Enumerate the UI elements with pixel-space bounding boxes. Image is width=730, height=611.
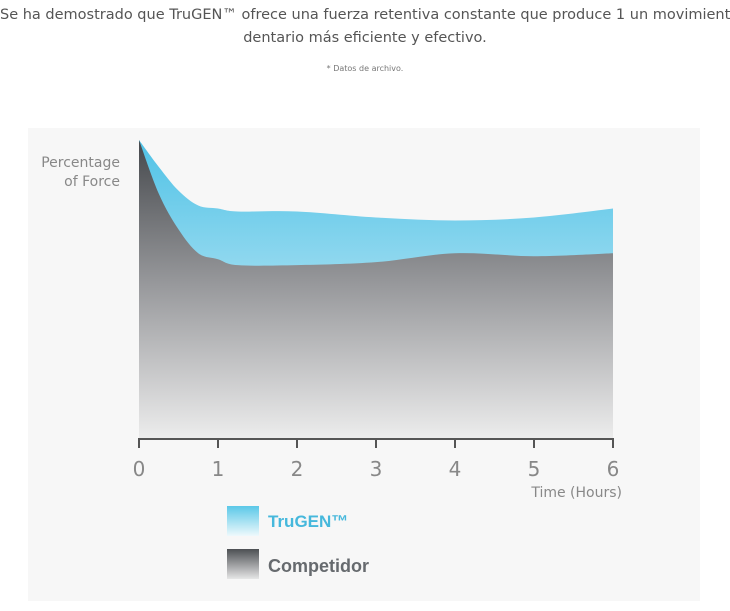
legend-label-competidor: Competidor xyxy=(268,556,369,576)
intro-line-1: Se ha demostrado que TruGEN™ ofrece una … xyxy=(0,7,730,23)
y-axis-label-line-2: of Force xyxy=(64,174,120,190)
x-tick-label: 6 xyxy=(607,457,620,481)
legend-label-trugen: TruGEN™ xyxy=(268,512,349,531)
intro-line-2: dentario más eficiente y efectivo. xyxy=(243,30,487,46)
x-tick-label: 5 xyxy=(528,457,541,481)
legend-swatch-trugen xyxy=(227,506,259,536)
area-competidor xyxy=(139,140,613,438)
x-tick-label: 2 xyxy=(291,457,304,481)
x-tick-label: 4 xyxy=(449,457,462,481)
x-tick-label: 1 xyxy=(212,457,225,481)
data-note: * Datos de archivo. xyxy=(326,64,404,73)
x-axis: 0 1 2 3 4 5 6 xyxy=(133,438,620,481)
x-tick-label: 3 xyxy=(370,457,383,481)
legend-swatch-competidor xyxy=(227,549,259,579)
y-axis-label: Percentage of Force xyxy=(14,154,120,192)
intro-text: Se ha demostrado que TruGEN™ ofrece una … xyxy=(0,4,730,50)
x-axis-label: Time (Hours) xyxy=(531,485,622,501)
x-tick-label: 0 xyxy=(133,457,146,481)
y-axis-label-line-1: Percentage xyxy=(41,155,120,171)
